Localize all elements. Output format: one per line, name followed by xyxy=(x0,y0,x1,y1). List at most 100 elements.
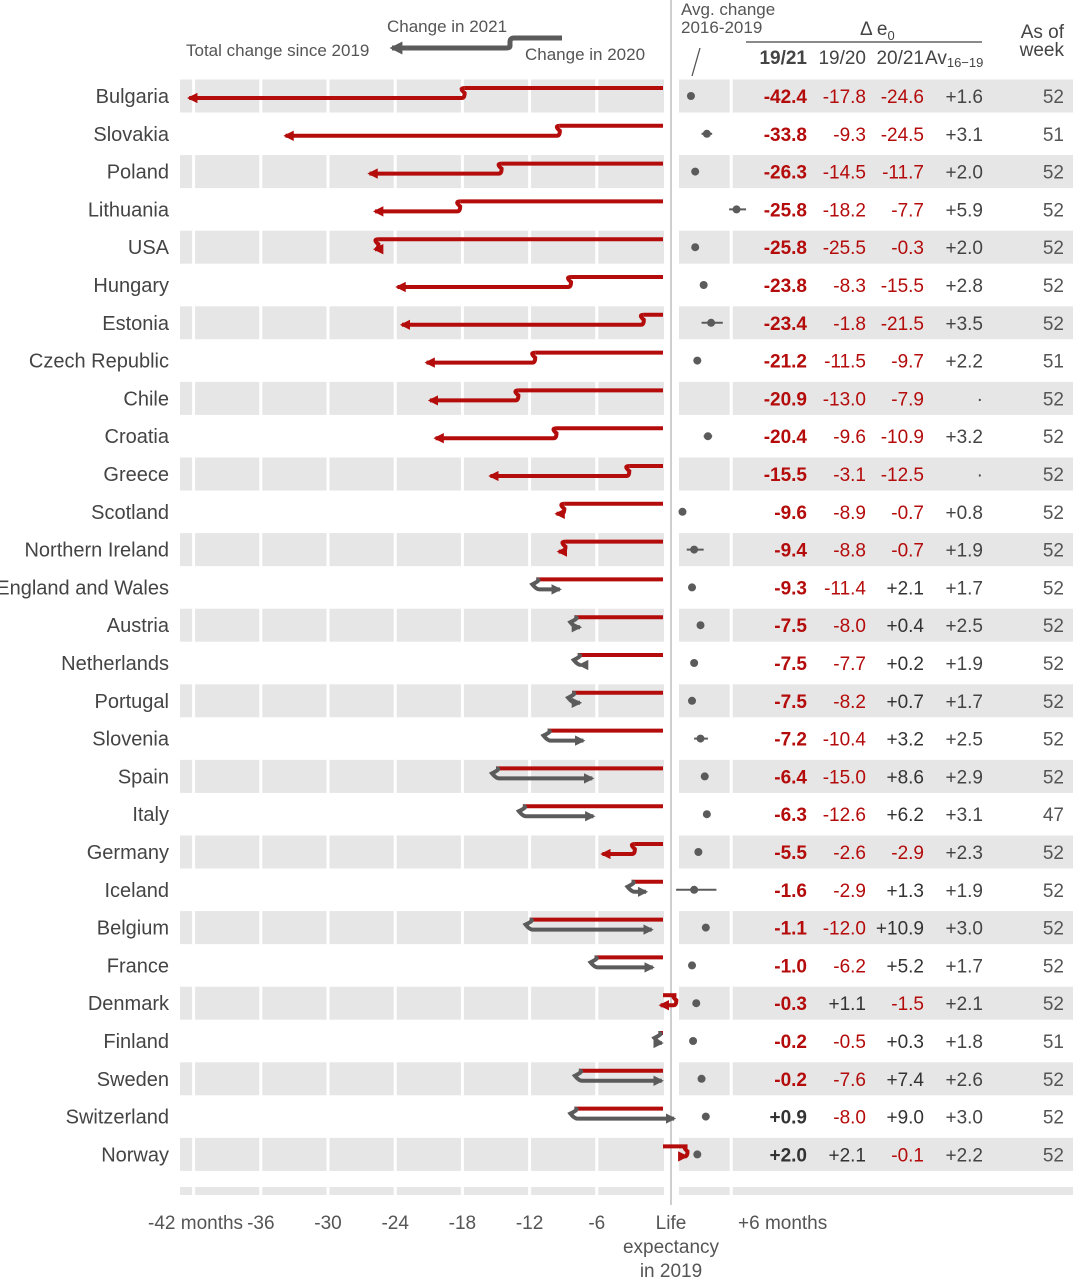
cell-week: 52 xyxy=(1043,843,1064,864)
row-band xyxy=(180,986,664,1020)
avg-dot xyxy=(688,696,697,705)
avg-dot xyxy=(697,1074,706,1083)
arrow-2021 xyxy=(529,577,562,595)
cell-week: 52 xyxy=(1043,200,1064,221)
cell-week: 52 xyxy=(1043,994,1064,1015)
x-axis: expectancy in 2019 -42 months -36 -30 -24 -1… xyxy=(148,1213,827,1280)
avg-dot xyxy=(707,318,716,327)
cell-week: 52 xyxy=(1043,956,1064,977)
cell-19-21: -1.1 xyxy=(774,919,807,940)
avg-dot xyxy=(691,243,700,252)
cell-19-20: -12.0 xyxy=(823,919,866,940)
avg-dot xyxy=(690,885,699,894)
cell-19-21: -15.5 xyxy=(764,465,808,486)
cell-20-21: -12.5 xyxy=(881,465,924,486)
arrow-2021 xyxy=(556,539,568,557)
cell-19-21: -6.3 xyxy=(774,805,807,826)
x-tick-label: -18 xyxy=(449,1213,476,1234)
cell-avg: +2.0 xyxy=(945,163,983,184)
cell-19-20: +1.1 xyxy=(828,994,866,1015)
cell-19-21: -7.5 xyxy=(774,654,807,675)
cell-avg: +1.9 xyxy=(945,881,983,902)
cell-week: 52 xyxy=(1043,1108,1064,1129)
cell-20-21: +0.2 xyxy=(886,654,924,675)
arrow-2021 xyxy=(651,1031,664,1049)
country-label: Scotland xyxy=(91,502,169,524)
country-label: Greece xyxy=(103,464,169,486)
country-label: Netherlands xyxy=(61,653,169,675)
cell-19-20: -8.9 xyxy=(833,503,866,524)
row-band xyxy=(180,1137,664,1171)
cell-avg: +3.2 xyxy=(945,427,983,448)
country-label: Sweden xyxy=(97,1069,169,1091)
country-label: Bulgaria xyxy=(96,86,170,108)
country-label: Spain xyxy=(118,766,169,788)
country-label: Portugal xyxy=(95,691,170,713)
cell-20-21: -7.9 xyxy=(891,389,924,410)
x-tick-label: -42 months xyxy=(148,1213,243,1234)
cell-19-20: -9.3 xyxy=(833,125,866,146)
cell-week: 51 xyxy=(1043,352,1064,373)
country-label: Switzerland xyxy=(66,1107,169,1129)
header-col-19-21: 19/21 xyxy=(759,48,807,69)
cell-avg: +2.5 xyxy=(945,730,983,751)
cell-20-21: -10.9 xyxy=(881,427,924,448)
row-band xyxy=(679,759,1073,793)
avg-dot xyxy=(702,810,711,819)
cell-19-20: -8.3 xyxy=(833,276,866,297)
cell-avg: +2.1 xyxy=(945,994,983,1015)
avg-dot xyxy=(701,1112,710,1121)
row-band xyxy=(679,533,1073,567)
cell-week: 52 xyxy=(1043,654,1064,675)
row-band xyxy=(679,1137,1073,1171)
header-col-19-20: 19/20 xyxy=(818,48,866,69)
cell-20-21: -2.9 xyxy=(891,843,924,864)
cell-week: 52 xyxy=(1043,427,1064,448)
row-band xyxy=(679,684,1073,718)
cell-19-20: -1.8 xyxy=(833,314,866,335)
cell-week: 47 xyxy=(1043,805,1064,826)
x-tick-label: -6 xyxy=(588,1213,605,1234)
cell-avg: · xyxy=(977,465,983,486)
arrow-2021 xyxy=(624,879,649,897)
cell-20-21: -7.7 xyxy=(891,200,924,221)
cell-week: 52 xyxy=(1043,578,1064,599)
country-label: Poland xyxy=(107,162,169,184)
arrow-2021 xyxy=(372,199,463,217)
cell-20-21: +8.6 xyxy=(886,767,924,788)
header-col-av: Av16−19 xyxy=(925,48,983,70)
cell-19-20: -8.0 xyxy=(833,616,866,637)
cell-week: 52 xyxy=(1043,238,1064,259)
cell-19-21: -20.4 xyxy=(764,427,808,448)
cell-week: 52 xyxy=(1043,276,1064,297)
arrow-2021 xyxy=(283,123,562,141)
cell-19-20: -2.6 xyxy=(833,843,866,864)
avg-dot xyxy=(691,167,700,176)
cell-avg: +5.9 xyxy=(945,200,983,221)
arrow-2021 xyxy=(187,86,467,104)
cell-week: 52 xyxy=(1043,503,1064,524)
cell-19-21: +0.9 xyxy=(769,1108,807,1129)
cell-19-20: -18.2 xyxy=(823,200,866,221)
avg-dot xyxy=(700,772,709,781)
avg-dot xyxy=(701,923,710,932)
cell-week: 52 xyxy=(1043,692,1064,713)
legend-pointer xyxy=(691,47,701,77)
cell-19-21: -1.0 xyxy=(774,956,807,977)
cell-week: 52 xyxy=(1043,163,1064,184)
arrow-2021 xyxy=(424,350,538,368)
cell-avg: +2.0 xyxy=(945,238,983,259)
cell-week: 52 xyxy=(1043,616,1064,637)
cell-19-21: -5.5 xyxy=(774,843,807,864)
arrow-2021 xyxy=(522,917,654,935)
cell-avg: +2.8 xyxy=(945,276,983,297)
cell-20-21: +10.9 xyxy=(876,919,924,940)
arrow-2021 xyxy=(372,237,384,255)
row-band xyxy=(679,230,1073,264)
header-delta-e0: Δ e0 xyxy=(860,19,895,43)
x-tick-label: -36 xyxy=(247,1213,274,1234)
arrow-2021 xyxy=(488,766,595,784)
cell-19-21: -9.6 xyxy=(774,503,807,524)
cell-20-21: +5.2 xyxy=(886,956,924,977)
